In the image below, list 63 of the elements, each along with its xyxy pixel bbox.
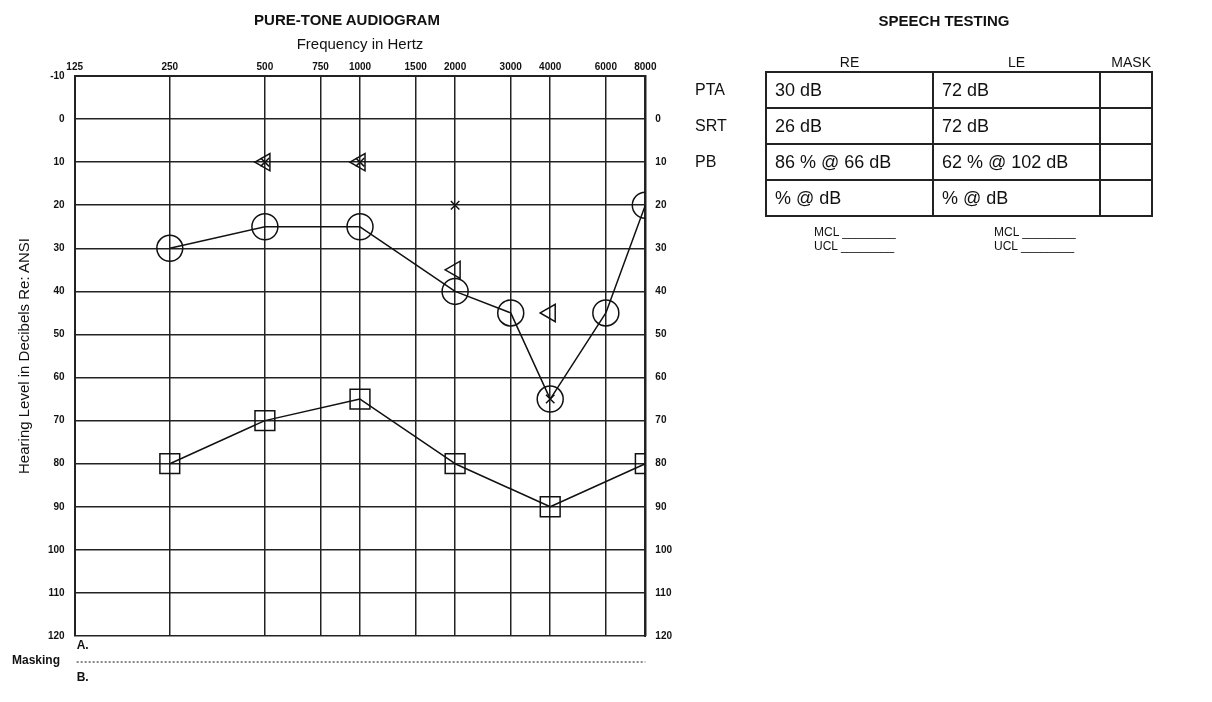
category-label: LE	[1006, 53, 1027, 72]
category-label: PB	[695, 153, 717, 170]
y-tick-label: 0	[59, 112, 66, 124]
y-tick-label: 10	[53, 155, 66, 167]
category-label: MASK	[1110, 53, 1152, 72]
x-tick-label: 1000	[348, 60, 372, 72]
text: 72 dB	[942, 115, 990, 136]
text: 62 % @ 102 dB	[942, 151, 1069, 172]
x-tick-label: 750	[312, 60, 330, 72]
x-tick-label: 250	[161, 60, 179, 72]
y2-tick-label: 110	[655, 586, 672, 598]
y-tick-label: 50	[53, 328, 66, 340]
y2-tick-label: 70	[655, 414, 667, 426]
x-tick-label: 1500	[404, 60, 428, 72]
y2-tick-label: 60	[655, 371, 667, 383]
y2-tick-label: 0	[655, 112, 662, 124]
category-label: PTA	[695, 81, 725, 98]
text: % @ dB	[775, 187, 842, 208]
text: 30 dB	[775, 79, 823, 100]
category-label: RE	[838, 53, 861, 72]
x-tick-label: 125	[66, 60, 84, 72]
y2-tick-label: 10	[655, 155, 667, 167]
text: B.	[76, 670, 89, 685]
y2-tick-label: 80	[655, 457, 667, 469]
y2-tick-label: 50	[655, 328, 667, 340]
y-axis-title: Hearing Level in Decibels Re: ANSI	[15, 238, 33, 474]
x-tick-label: 500	[256, 60, 274, 72]
y-tick-label: 80	[53, 457, 66, 469]
x-tick-label: 4000	[539, 60, 562, 72]
y2-tick-label: 30	[655, 242, 667, 254]
category-label: SRT	[695, 117, 727, 134]
y-tick-label: 110	[48, 586, 66, 598]
y2-tick-label: 40	[655, 285, 667, 297]
y-tick-label: 70	[53, 414, 66, 426]
y2-tick-label: 120	[655, 629, 673, 641]
y2-tick-label: 100	[655, 543, 673, 555]
text: 26 dB	[775, 115, 823, 136]
text: UCL ________	[994, 239, 1076, 253]
x-tick-label: 8000	[634, 60, 657, 72]
x-tick-label: 6000	[594, 60, 618, 72]
y2-tick-label: 90	[655, 500, 667, 512]
text: MCL ________	[994, 225, 1077, 239]
x-tick-label: 3000	[499, 60, 523, 72]
text: Masking	[12, 653, 61, 668]
y-tick-label: 20	[53, 198, 66, 210]
y-tick-label: 120	[48, 629, 66, 641]
y-tick-label: 60	[53, 371, 66, 383]
y-tick-label: 30	[53, 242, 66, 254]
text: 72 dB	[942, 79, 990, 100]
text: UCL ________	[814, 239, 896, 253]
y-tick-label: 90	[53, 500, 66, 512]
text: % @ dB	[942, 187, 1009, 208]
text: 86 % @ 66 dB	[775, 151, 892, 172]
y-tick-label: 100	[48, 543, 66, 555]
y-tick-label: -10	[50, 69, 66, 81]
text: A.	[76, 638, 89, 653]
x-tick-label: 2000	[443, 60, 467, 72]
chart-title: PURE-TONE AUDIOGRAM	[254, 11, 440, 29]
text: MCL ________	[814, 225, 897, 239]
y2-tick-label: 20	[655, 198, 667, 210]
x-axis-title: Frequency in Hertz	[296, 35, 424, 53]
text: SPEECH TESTING	[877, 12, 1011, 29]
y-tick-label: 40	[53, 285, 66, 297]
